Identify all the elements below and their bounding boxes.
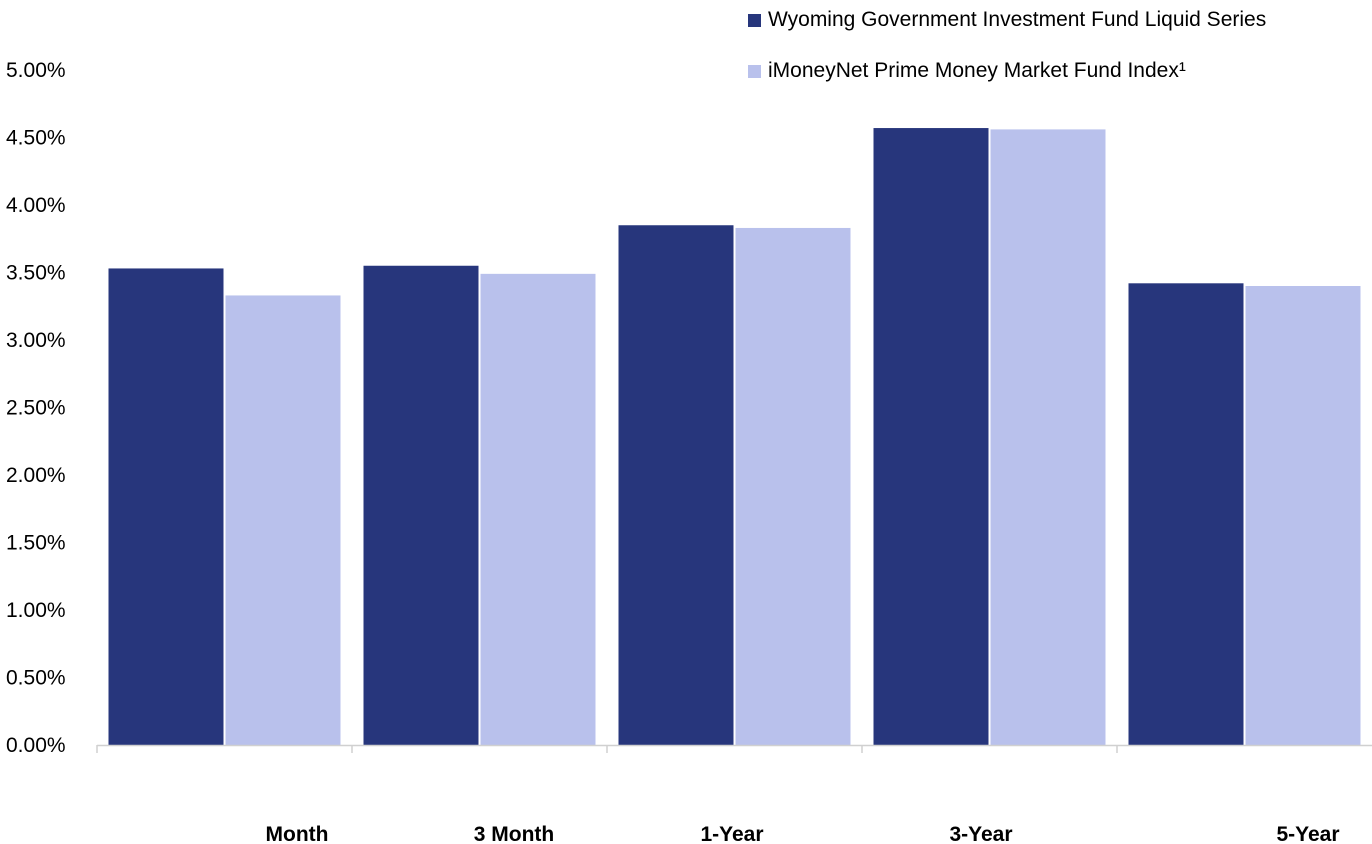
legend-label-series-2: iMoneyNet Prime Money Market Fund Index¹ — [768, 59, 1186, 82]
x-category-label: 1-Year — [700, 823, 763, 844]
y-tick-label: 4.50% — [6, 127, 66, 150]
x-category-label: Month — [266, 823, 329, 844]
y-tick-label: 2.00% — [6, 464, 66, 487]
legend-swatch-series-1 — [748, 13, 761, 27]
bar-series-1-1-year — [618, 225, 734, 745]
bar-series-2-1-year — [735, 227, 851, 745]
bars — [108, 128, 1361, 746]
y-tick-label: 3.50% — [6, 262, 66, 285]
x-axis — [96, 744, 1372, 753]
bar-series-2-month — [225, 295, 341, 745]
bar-series-2-3-month — [480, 273, 596, 745]
bar-series-1-3-month — [363, 265, 479, 745]
bar-series-1-month — [108, 268, 224, 745]
bar-series-1-5-year — [1128, 283, 1244, 745]
legend: Wyoming Government Investment Fund Liqui… — [748, 6, 1266, 108]
y-tick-label: 3.00% — [6, 329, 66, 352]
y-tick-label: 1.00% — [6, 599, 66, 622]
x-axis-category-labels: Month 3 Month 1-Year 3-Year 5-Year — [266, 823, 1340, 844]
x-category-label: 3-Year — [949, 823, 1012, 844]
y-tick-label: 2.50% — [6, 397, 66, 420]
y-tick-label: 4.00% — [6, 194, 66, 217]
bar-series-1-3-year — [873, 128, 989, 746]
legend-swatch-series-2 — [748, 64, 761, 78]
y-tick-label: 0.50% — [6, 667, 66, 690]
bar-series-2-3-year — [990, 129, 1106, 745]
y-tick-label: 1.50% — [6, 532, 66, 555]
y-tick-label: 5.00% — [6, 59, 66, 82]
bar-series-2-5-year — [1245, 286, 1361, 745]
x-category-label: 5-Year — [1276, 823, 1339, 844]
x-category-label: 3 Month — [474, 823, 554, 844]
legend-item-series-2: iMoneyNet Prime Money Market Fund Index¹ — [748, 57, 1266, 85]
y-axis-ticks: 0.00% 0.50% 1.00% 1.50% 2.00% 2.50% 3.00% 3.50%… — [6, 59, 66, 757]
legend-item-series-1: Wyoming Government Investment Fund Liqui… — [748, 6, 1266, 34]
legend-label-series-1: Wyoming Government Investment Fund Liqui… — [768, 8, 1267, 31]
y-tick-label: 0.00% — [6, 734, 66, 757]
